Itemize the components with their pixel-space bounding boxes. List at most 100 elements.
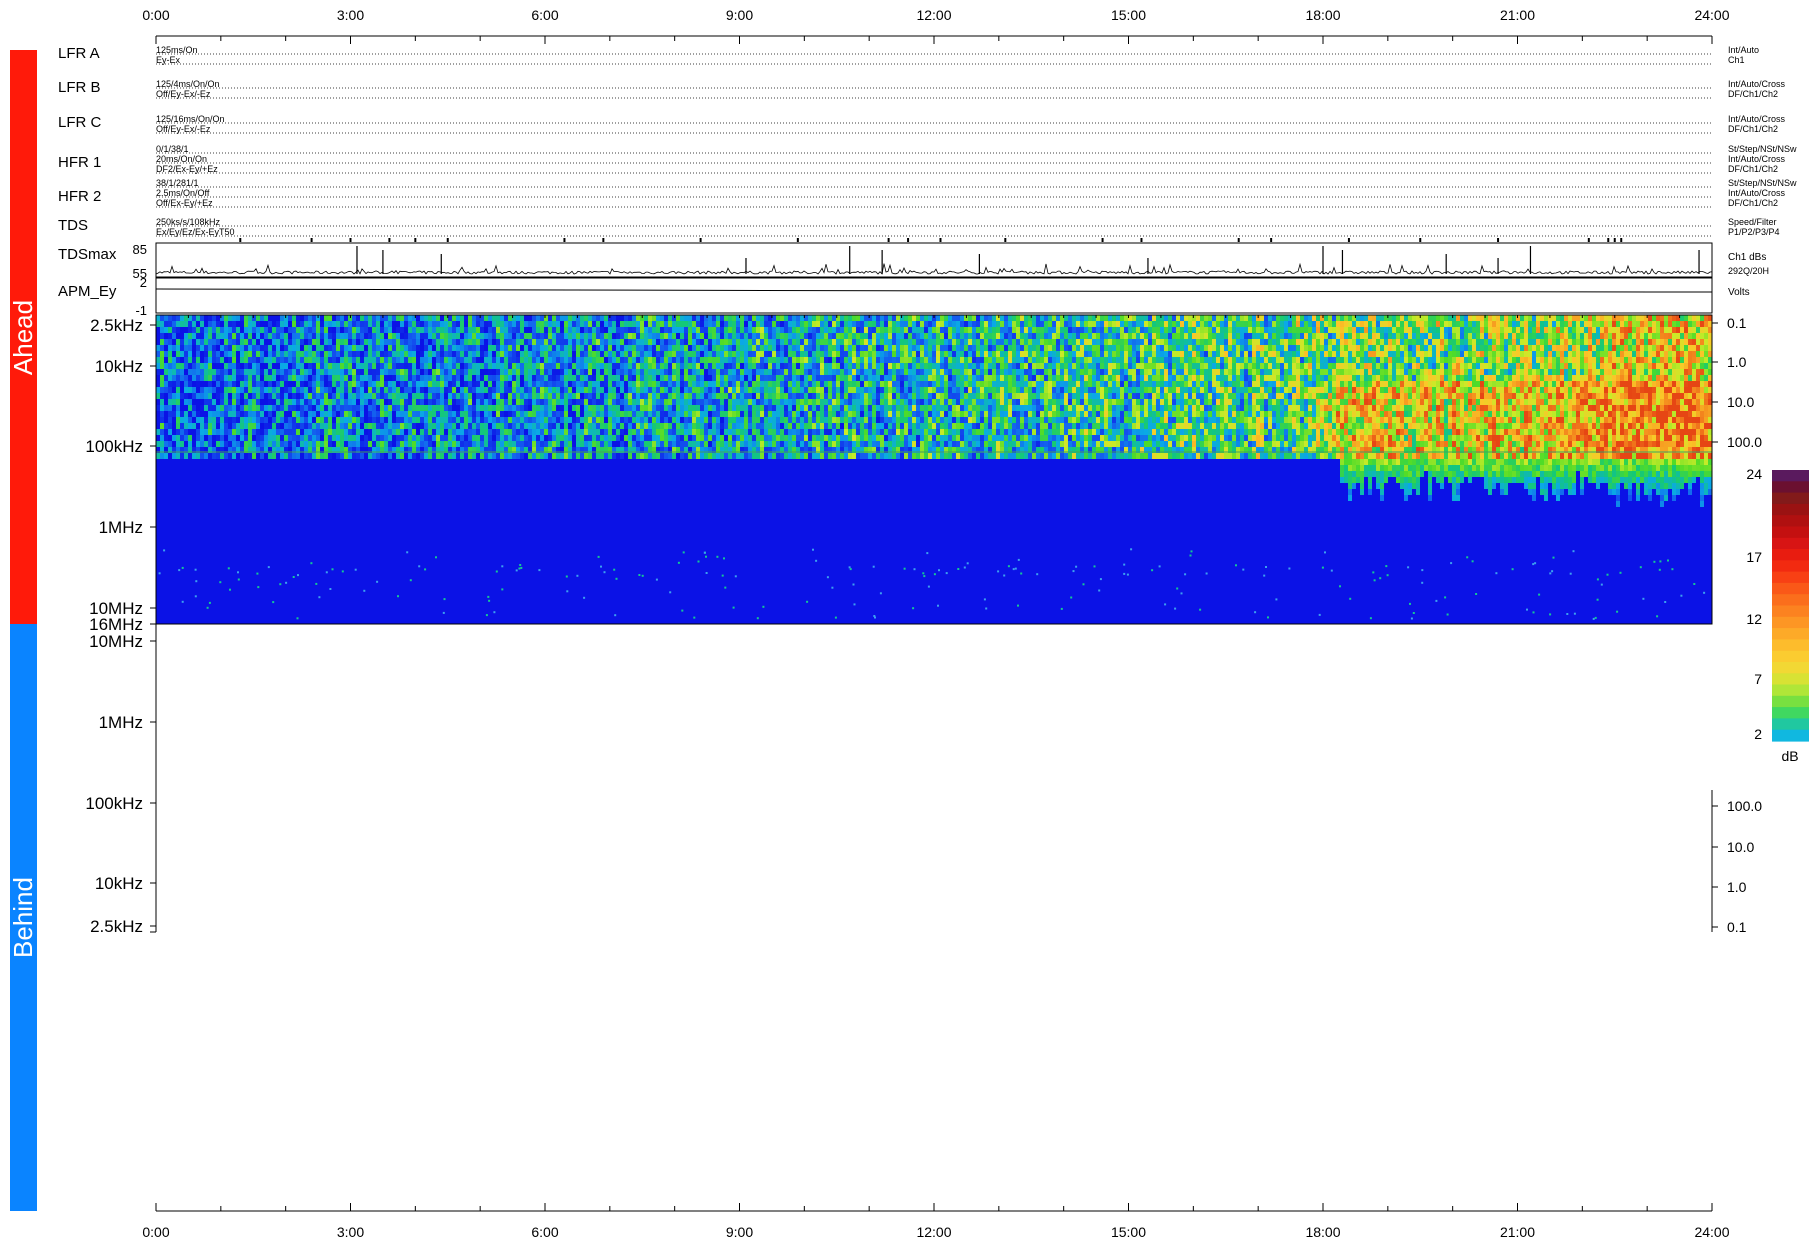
spectrogram-cell [348, 327, 352, 333]
spectrogram-cell [536, 387, 540, 393]
spectrogram-cell [368, 315, 372, 321]
spectrogram-cell [436, 315, 440, 321]
spectrogram-cell [712, 417, 716, 423]
spectrogram-cell [572, 357, 576, 363]
spectrogram-cell [820, 411, 824, 417]
spectrogram-cell [764, 375, 768, 381]
spectrogram-cell [800, 339, 804, 345]
spectrogram-cell [332, 393, 336, 399]
spectrogram-cell [372, 339, 376, 345]
spectrogram-cell [620, 321, 624, 327]
spectrogram-cell [664, 447, 668, 453]
spectrogram-cell [856, 351, 860, 357]
spectrogram-cell [512, 351, 516, 357]
spectrogram-cell [628, 345, 632, 351]
spectrogram-cell [452, 375, 456, 381]
spectrogram-cell [584, 387, 588, 393]
spectrogram-cell [612, 399, 616, 405]
spectrogram-cell [432, 447, 436, 453]
spectrogram-cell [592, 357, 596, 363]
spectrogram-cell [208, 363, 212, 369]
spectrogram-cell [700, 453, 704, 459]
spectrogram-cell [528, 429, 532, 435]
spectrogram-cell [944, 441, 948, 447]
spectrogram-cell [188, 429, 192, 435]
spectrogram-cell [948, 393, 952, 399]
spectrogram-cell [268, 357, 272, 363]
spectrogram-cell [156, 411, 160, 417]
spectrogram-cell [836, 333, 840, 339]
spectrogram-cell [664, 405, 668, 411]
spectrogram-cell [348, 375, 352, 381]
spectrogram-cell [168, 411, 172, 417]
spectrogram-cell [752, 381, 756, 387]
spectrogram-cell [376, 339, 380, 345]
spectrogram-cell [568, 369, 572, 375]
spectrogram-cell [592, 369, 596, 375]
spectrogram-cell [328, 351, 332, 357]
spectrogram-cell [880, 375, 884, 381]
spectrogram-cell [620, 315, 624, 321]
spectrogram-cell [796, 441, 800, 447]
spectrogram-cell [272, 429, 276, 435]
spectrogram-cell [792, 375, 796, 381]
spectrogram-cell [444, 345, 448, 351]
spectrogram-cell [204, 333, 208, 339]
spectrogram-cell [612, 363, 616, 369]
spectrogram-cell [920, 399, 924, 405]
spectrogram-cell [404, 363, 408, 369]
spectrogram-cell [832, 315, 836, 321]
spectrogram-cell [704, 429, 708, 435]
spectrogram-cell [644, 333, 648, 339]
spectrogram-cell [680, 411, 684, 417]
spectrogram-cell [844, 399, 848, 405]
spectrogram-cell [348, 321, 352, 327]
spectrogram-cell [556, 345, 560, 351]
spectrogram-cell [572, 399, 576, 405]
spectrogram-cell [852, 447, 856, 453]
spectrogram-cell [620, 375, 624, 381]
spectrogram-cell [608, 429, 612, 435]
spectrogram-cell [224, 369, 228, 375]
spectrogram-cell [380, 387, 384, 393]
spectrogram-cell [700, 369, 704, 375]
spectrogram-cell [704, 327, 708, 333]
spectrogram-cell [364, 333, 368, 339]
spectrogram-cell [500, 417, 504, 423]
spectrogram-cell [744, 405, 748, 411]
spectrogram-cell [820, 315, 824, 321]
spectrogram-cell [612, 345, 616, 351]
spectrogram-cell [936, 369, 940, 375]
spectrogram-cell [524, 411, 528, 417]
spectrogram-cell [240, 351, 244, 357]
spectrogram-cell [432, 441, 436, 447]
spectrogram-cell [616, 327, 620, 333]
spectrogram-cell [660, 327, 664, 333]
spectrogram-cell [200, 351, 204, 357]
spectrogram-cell [668, 363, 672, 369]
instrument-mode-right-text: Int/Auto/Cross [1728, 154, 1786, 164]
spectrogram-cell [204, 411, 208, 417]
spectrogram-cell [512, 369, 516, 375]
spectrogram-cell [900, 411, 904, 417]
spectrogram-cell [784, 345, 788, 351]
spectrogram-cell [536, 339, 540, 345]
spectrogram-cell [300, 321, 304, 327]
spectrogram-cell [844, 315, 848, 321]
spectrogram-cell [900, 369, 904, 375]
spectrogram-cell [176, 369, 180, 375]
spectrogram-cell [760, 393, 764, 399]
spectrogram-cell [248, 381, 252, 387]
spectrogram-cell [852, 333, 856, 339]
spectrogram-cell [372, 393, 376, 399]
spectrogram-cell [804, 423, 808, 429]
spectrogram-cell [852, 441, 856, 447]
spectrogram-cell [268, 399, 272, 405]
spectrogram-cell [724, 363, 728, 369]
spectrogram-cell [900, 339, 904, 345]
tds-marker [1140, 238, 1143, 242]
spectrogram-cell [544, 393, 548, 399]
spectrogram-cell [452, 381, 456, 387]
spectrogram-cell [796, 429, 800, 435]
spectrogram-cell [592, 417, 596, 423]
